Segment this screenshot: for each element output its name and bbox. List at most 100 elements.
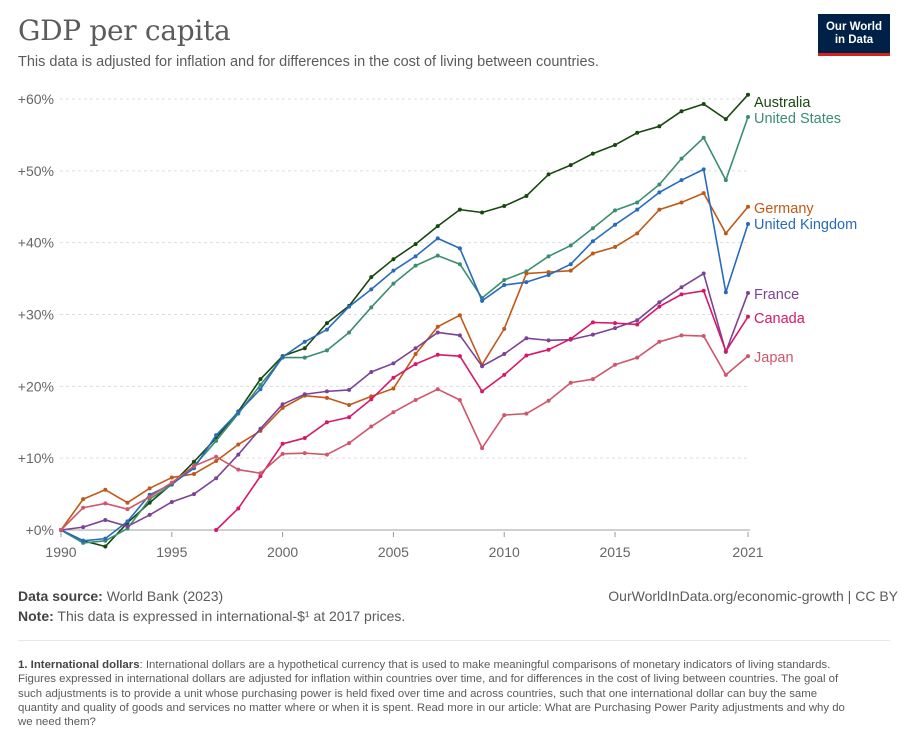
series-label-france[interactable]: France <box>754 287 799 303</box>
data-point-japan <box>413 397 418 402</box>
y-tick-label: +20% <box>18 378 54 394</box>
data-point-france <box>391 361 396 366</box>
data-point-united-states <box>613 208 618 213</box>
data-point-germany <box>347 403 352 408</box>
data-point-germany <box>81 497 86 502</box>
data-point-canada <box>701 288 706 293</box>
data-point-germany <box>502 326 507 331</box>
data-point-germany <box>590 251 595 256</box>
data-point-japan <box>147 494 152 499</box>
data-point-united-kingdom <box>568 262 573 267</box>
data-point-japan <box>169 480 174 485</box>
series-line-united-kingdom <box>60 168 749 542</box>
data-point-japan <box>302 451 307 456</box>
data-point-canada <box>280 441 285 446</box>
y-tick-label: +50% <box>18 163 54 179</box>
data-point-germany <box>524 271 529 276</box>
data-point-canada <box>568 336 573 341</box>
data-point-australia <box>723 117 728 122</box>
data-point-australia <box>613 142 618 147</box>
data-point-japan <box>369 424 374 429</box>
data-point-japan <box>103 501 108 506</box>
x-tick-label: 2015 <box>599 544 630 560</box>
data-point-japan <box>613 362 618 367</box>
data-point-france <box>236 452 241 457</box>
data-point-australia <box>590 151 595 156</box>
data-point-germany <box>635 231 640 236</box>
series-label-australia[interactable]: Australia <box>754 95 811 111</box>
series-label-united-states[interactable]: United States <box>754 111 841 127</box>
series-label-germany[interactable]: Germany <box>754 201 814 217</box>
data-point-canada <box>590 320 595 325</box>
data-point-united-states <box>324 348 329 353</box>
data-point-australia <box>369 275 374 280</box>
data-point-canada <box>391 375 396 380</box>
data-point-canada <box>457 354 462 359</box>
series-label-japan[interactable]: Japan <box>754 350 794 366</box>
data-point-germany <box>280 405 285 410</box>
data-point-france <box>613 326 618 331</box>
data-point-united-kingdom <box>723 290 728 295</box>
data-point-japan <box>125 507 130 512</box>
data-point-united-states <box>701 135 706 140</box>
data-point-france <box>590 332 595 337</box>
data-point-germany <box>125 500 130 505</box>
series-canada[interactable] <box>214 288 750 532</box>
data-point-united-states <box>391 281 396 286</box>
owid-logo[interactable]: Our World in Data <box>818 14 890 56</box>
data-point-canada <box>635 322 640 327</box>
data-point-japan <box>236 467 241 472</box>
data-point-canada <box>546 347 551 352</box>
series-lines <box>59 92 750 549</box>
data-point-canada <box>236 506 241 511</box>
series-label-canada[interactable]: Canada <box>754 311 806 327</box>
data-point-united-states <box>590 226 595 231</box>
data-point-france <box>169 499 174 504</box>
chart-note: Note: This data is expressed in internat… <box>18 608 405 624</box>
data-point-canada <box>369 397 374 402</box>
data-point-australia <box>524 193 529 198</box>
series-france[interactable] <box>59 271 750 532</box>
data-point-united-kingdom <box>280 354 285 359</box>
data-point-germany <box>746 204 750 209</box>
data-point-united-kingdom <box>214 433 219 438</box>
series-united-kingdom[interactable] <box>59 167 750 543</box>
data-point-france <box>502 352 507 357</box>
series-australia[interactable] <box>59 92 750 549</box>
data-point-united-states <box>413 263 418 268</box>
data-point-germany <box>391 386 396 391</box>
footnote-label: 1. International dollars <box>18 659 140 671</box>
series-japan[interactable] <box>59 333 750 532</box>
data-source-value: World Bank (2023) <box>106 588 224 604</box>
data-point-australia <box>635 130 640 135</box>
series-line-united-states <box>60 116 749 544</box>
data-point-japan <box>347 441 352 446</box>
data-point-france <box>81 525 86 530</box>
logo-line-2: in Data <box>834 34 874 46</box>
footnote: 1. International dollars: International … <box>18 658 858 729</box>
source-url-link[interactable]: OurWorldInData.org/economic-growth | CC … <box>608 588 898 604</box>
grid-lines <box>60 98 750 531</box>
data-point-united-kingdom <box>413 254 418 259</box>
data-point-united-kingdom <box>81 538 86 543</box>
data-point-united-kingdom <box>679 178 684 183</box>
data-point-canada <box>214 528 219 532</box>
data-point-germany <box>457 313 462 318</box>
chart-title: GDP per capita <box>18 14 231 47</box>
data-point-germany <box>413 352 418 357</box>
data-point-united-kingdom <box>613 222 618 227</box>
data-point-united-kingdom <box>258 387 263 392</box>
data-point-germany <box>568 268 573 273</box>
series-united-states[interactable] <box>59 114 750 545</box>
data-point-united-kingdom <box>103 536 108 541</box>
data-point-united-states <box>457 262 462 267</box>
data-point-germany <box>435 324 440 329</box>
data-point-france <box>679 285 684 290</box>
data-point-france <box>480 364 485 369</box>
data-point-japan <box>457 397 462 402</box>
data-point-canada <box>258 474 263 479</box>
series-label-united-kingdom[interactable]: United Kingdom <box>754 217 857 233</box>
data-point-japan <box>679 333 684 338</box>
data-point-germany <box>236 442 241 447</box>
